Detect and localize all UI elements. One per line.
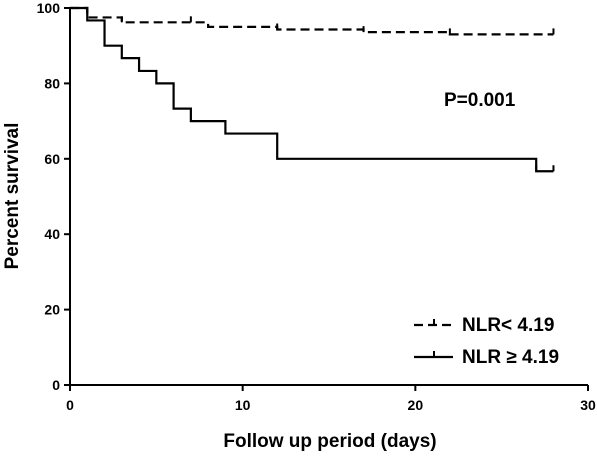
- legend: NLR< 4.19 NLR ≥ 4.19: [414, 315, 559, 368]
- y-tick-label: 40: [44, 226, 60, 242]
- x-axis-title: Follow up period (days): [223, 431, 436, 452]
- x-tick-label: 30: [580, 397, 596, 413]
- legend-swatch-dashed: [414, 319, 453, 327]
- p-value-annotation: P=0.001: [444, 90, 516, 111]
- x-tick-label: 20: [408, 397, 424, 413]
- x-tick-label: 0: [66, 397, 74, 413]
- y-tick-label: 0: [52, 377, 60, 393]
- axes: 0 20 40 60 80 100 0 10 20 30: [37, 0, 596, 413]
- legend-label-low-nlr: NLR< 4.19: [462, 315, 554, 336]
- series-line-0: [70, 6, 554, 36]
- y-tick-label: 20: [44, 302, 60, 318]
- y-tick-label: 80: [44, 75, 60, 91]
- legend-swatch-solid: [414, 351, 453, 359]
- legend-label-high-nlr: NLR ≥ 4.19: [462, 347, 559, 368]
- y-tick-label: 100: [37, 0, 61, 16]
- series-line-1: [70, 6, 554, 173]
- x-tick-label: 10: [235, 397, 251, 413]
- y-tick-label: 60: [44, 151, 60, 167]
- y-axis-title: Percent survival: [2, 123, 23, 270]
- plot-area: [70, 6, 555, 173]
